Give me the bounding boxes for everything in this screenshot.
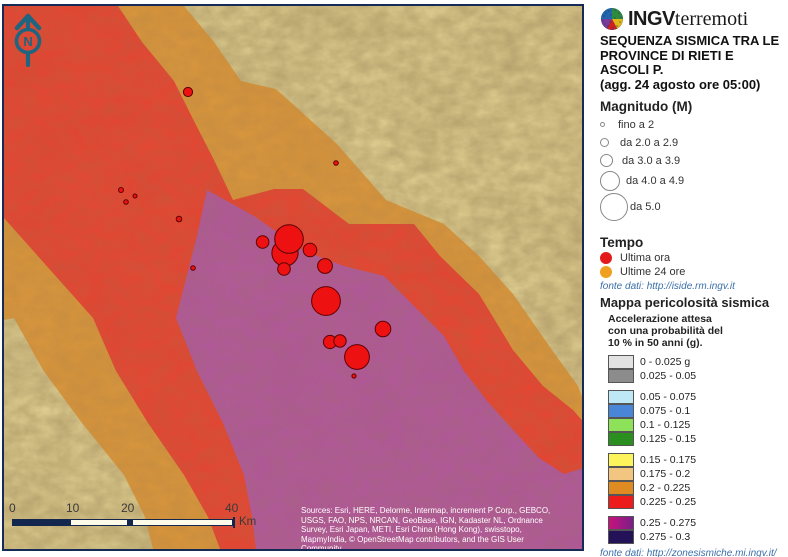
svg-text:N: N [23, 34, 32, 49]
